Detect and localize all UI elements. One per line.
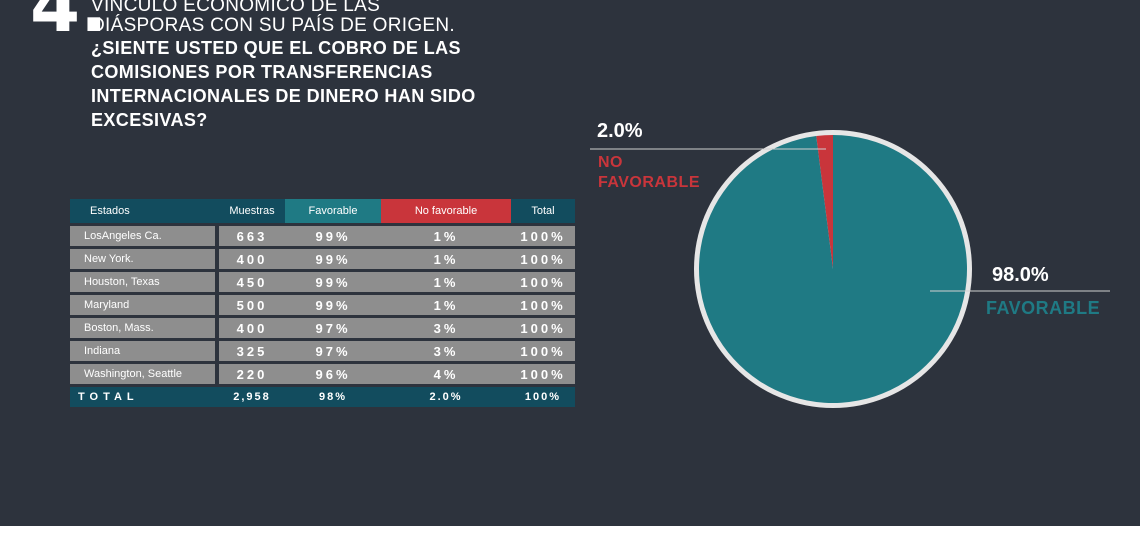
- table-row: Boston, Mass. 400 97% 3% 100%: [70, 318, 575, 338]
- header-muestras: Muestras: [219, 199, 285, 223]
- cell-total: 100%: [511, 226, 575, 246]
- table-total-row: TOTAL 2,958 98% 2.0% 100%: [70, 387, 575, 407]
- pie-slices: [699, 135, 967, 403]
- cell-no-favorable: 1%: [381, 249, 511, 269]
- pie-slice-no-favorable: [816, 135, 833, 269]
- cell-total: 100%: [511, 272, 575, 292]
- cell-muestras: 2,958: [219, 387, 285, 407]
- cell-muestras: 400: [219, 318, 285, 338]
- cell-gap: [215, 364, 219, 384]
- cell-favorable: 99%: [285, 226, 381, 246]
- subtitle-line1: VÍNCULO ECONÓMICO DE LAS: [91, 0, 381, 16]
- cell-gap: [215, 387, 219, 407]
- header-favorable: Favorable: [285, 199, 381, 223]
- survey-question: ¿SIENTE USTED QUE EL COBRO DE LAS COMISI…: [91, 38, 476, 130]
- cell-estado: Boston, Mass.: [70, 318, 215, 338]
- header-gap: [215, 199, 219, 223]
- cell-favorable: 99%: [285, 295, 381, 315]
- table-row: New York. 400 99% 1% 100%: [70, 249, 575, 269]
- subtitle-line2: DIÁSPORAS CON SU PAÍS DE ORIGEN.: [91, 15, 455, 36]
- cell-no-favorable: 1%: [381, 226, 511, 246]
- table-row: LosAngeles Ca. 663 99% 1% 100%: [70, 226, 575, 246]
- heading: VÍNCULO ECONÓMICO DE LAS DIÁSPORAS CON S…: [91, 0, 511, 132]
- cell-gap: [215, 249, 219, 269]
- cell-gap: [215, 226, 219, 246]
- cell-no-favorable: 2.0%: [381, 387, 511, 407]
- cell-total: 100%: [511, 341, 575, 361]
- cell-favorable: 99%: [285, 272, 381, 292]
- cell-gap: [215, 341, 219, 361]
- header-estados: Estados: [70, 199, 215, 223]
- cell-muestras: 663: [219, 226, 285, 246]
- cell-no-favorable: 3%: [381, 341, 511, 361]
- slice-label-favorable-name: FAVORABLE: [986, 298, 1101, 318]
- cell-estado: Houston, Texas: [70, 272, 215, 292]
- cell-total: 100%: [511, 318, 575, 338]
- cell-no-favorable: 1%: [381, 295, 511, 315]
- cell-estado: TOTAL: [70, 387, 215, 407]
- cell-estado: Indiana: [70, 341, 215, 361]
- header-no-favorable: No favorable: [381, 199, 511, 223]
- cell-muestras: 450: [219, 272, 285, 292]
- table-row: Indiana 325 97% 3% 100%: [70, 341, 575, 361]
- cell-estado: Maryland: [70, 295, 215, 315]
- cell-gap: [215, 272, 219, 292]
- cell-favorable: 96%: [285, 364, 381, 384]
- slice-label-no-favorable-name: NO FAVORABLE: [598, 154, 700, 191]
- cell-favorable: 98%: [285, 387, 381, 407]
- cell-gap: [215, 318, 219, 338]
- cell-no-favorable: 1%: [381, 272, 511, 292]
- cell-total: 100%: [511, 364, 575, 384]
- cell-estado: Washington, Seattle: [70, 364, 215, 384]
- cell-no-favorable: 4%: [381, 364, 511, 384]
- cell-total: 100%: [511, 295, 575, 315]
- cell-muestras: 325: [219, 341, 285, 361]
- cell-total: 100%: [511, 249, 575, 269]
- table-body: LosAngeles Ca. 663 99% 1% 100% New York. 400 99…: [70, 226, 575, 407]
- cell-favorable: 99%: [285, 249, 381, 269]
- table-row: Houston, Texas 450 99% 1% 100%: [70, 272, 575, 292]
- cell-favorable: 97%: [285, 318, 381, 338]
- results-table: Estados Muestras Favorable No favorable …: [70, 196, 575, 410]
- cell-gap: [215, 295, 219, 315]
- cell-estado: New York.: [70, 249, 215, 269]
- cell-muestras: 400: [219, 249, 285, 269]
- table-header-row: Estados Muestras Favorable No favorable …: [70, 199, 575, 223]
- cell-no-favorable: 3%: [381, 318, 511, 338]
- cell-muestras: 220: [219, 364, 285, 384]
- table-row: Maryland 500 99% 1% 100%: [70, 295, 575, 315]
- cell-total: 100%: [511, 387, 575, 407]
- pie-slice-favorable: [699, 135, 967, 403]
- table-row: Washington, Seattle 220 96% 4% 100%: [70, 364, 575, 384]
- section-number: 4.: [30, 0, 108, 48]
- bottom-strip: [0, 526, 1140, 540]
- slice-label-no-favorable-value: 2.0%: [597, 120, 643, 142]
- cell-muestras: 500: [219, 295, 285, 315]
- slice-label-favorable-value: 98.0%: [992, 264, 1049, 286]
- header-total: Total: [511, 199, 575, 223]
- cell-estado: LosAngeles Ca.: [70, 226, 215, 246]
- cell-favorable: 97%: [285, 341, 381, 361]
